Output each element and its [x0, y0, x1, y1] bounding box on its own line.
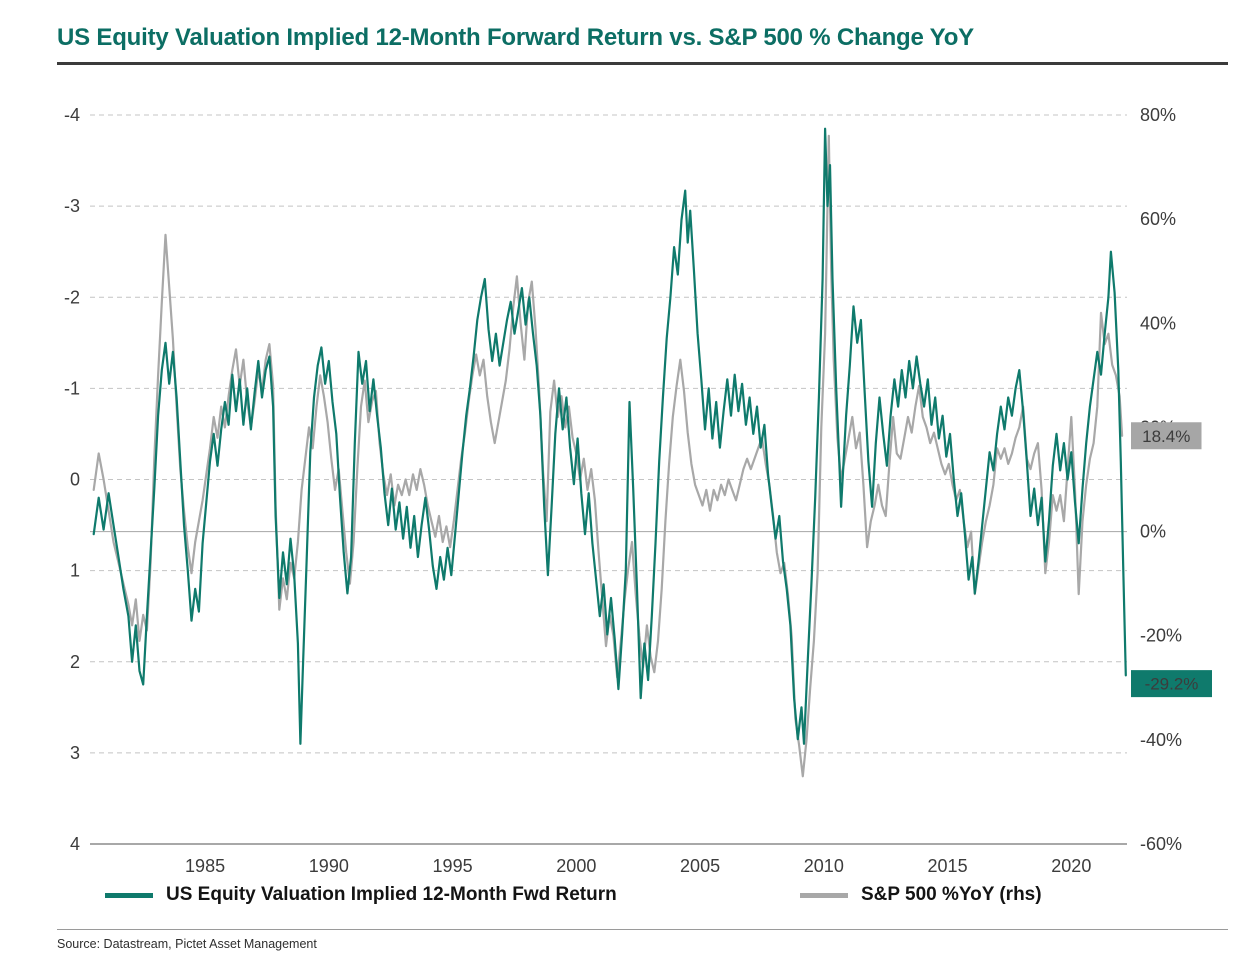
- x-axis-tick-label: 2000: [556, 856, 596, 876]
- left-axis-tick-label: 0: [70, 470, 80, 490]
- x-axis-tick-label: 2020: [1051, 856, 1091, 876]
- x-axis-tick-label: 2010: [804, 856, 844, 876]
- sp500-line: [92, 134, 1124, 778]
- legend-item-fwd-return: US Equity Valuation Implied 12-Month Fwd…: [105, 884, 617, 906]
- left-axis-tick-label: -3: [64, 196, 80, 216]
- right-axis-tick-label: 80%: [1140, 105, 1176, 125]
- chart-canvas: -4-3-2-10123480%60%40%20%0%-20%-40%-60%1…: [64, 105, 1212, 876]
- legend-swatch-teal: [105, 892, 153, 898]
- legend-item-sp500: S&P 500 %YoY (rhs): [800, 884, 1042, 906]
- legend-label-fwd-return: US Equity Valuation Implied 12-Month Fwd…: [166, 884, 617, 905]
- x-axis-tick-label: 2015: [928, 856, 968, 876]
- title-divider: [57, 62, 1228, 65]
- left-axis-tick-label: -2: [64, 287, 80, 307]
- x-axis-tick-label: 1995: [433, 856, 473, 876]
- right-axis-tick-label: -40%: [1140, 730, 1182, 750]
- x-axis-tick-label: 2005: [680, 856, 720, 876]
- right-axis-tick-label: 60%: [1140, 209, 1176, 229]
- source-note: Source: Datastream, Pictet Asset Managem…: [57, 937, 317, 951]
- latest-value-label-sp500: 18.4%: [1142, 427, 1190, 446]
- latest-value-badge-fwd-return: [1131, 670, 1212, 698]
- latest-value-label-fwd-return: -29.2%: [1145, 675, 1199, 694]
- left-axis-tick-label: -1: [64, 378, 80, 398]
- left-axis-tick-label: 1: [70, 561, 80, 581]
- right-axis-tick-label: 0%: [1140, 522, 1166, 542]
- left-axis-tick-label: 4: [70, 834, 80, 854]
- left-axis-tick-label: 2: [70, 652, 80, 672]
- right-axis-tick-label: -60%: [1140, 834, 1182, 854]
- latest-value-badge-sp500: [1131, 422, 1202, 450]
- chart-legend: US Equity Valuation Implied 12-Month Fwd…: [0, 884, 1260, 916]
- footer-divider: [57, 929, 1228, 930]
- right-axis-tick-label: -20%: [1140, 626, 1182, 646]
- left-axis-tick-label: 3: [70, 743, 80, 763]
- left-axis-tick-label: -4: [64, 105, 80, 125]
- x-axis-tick-label: 1985: [185, 856, 225, 876]
- right-axis-tick-label: 40%: [1140, 313, 1176, 333]
- legend-label-sp500: S&P 500 %YoY (rhs): [861, 884, 1042, 905]
- legend-swatch-gray: [800, 892, 848, 898]
- x-axis-tick-label: 1990: [309, 856, 349, 876]
- chart-title: US Equity Valuation Implied 12-Month For…: [57, 24, 974, 51]
- fwd-return-line: [92, 127, 1127, 745]
